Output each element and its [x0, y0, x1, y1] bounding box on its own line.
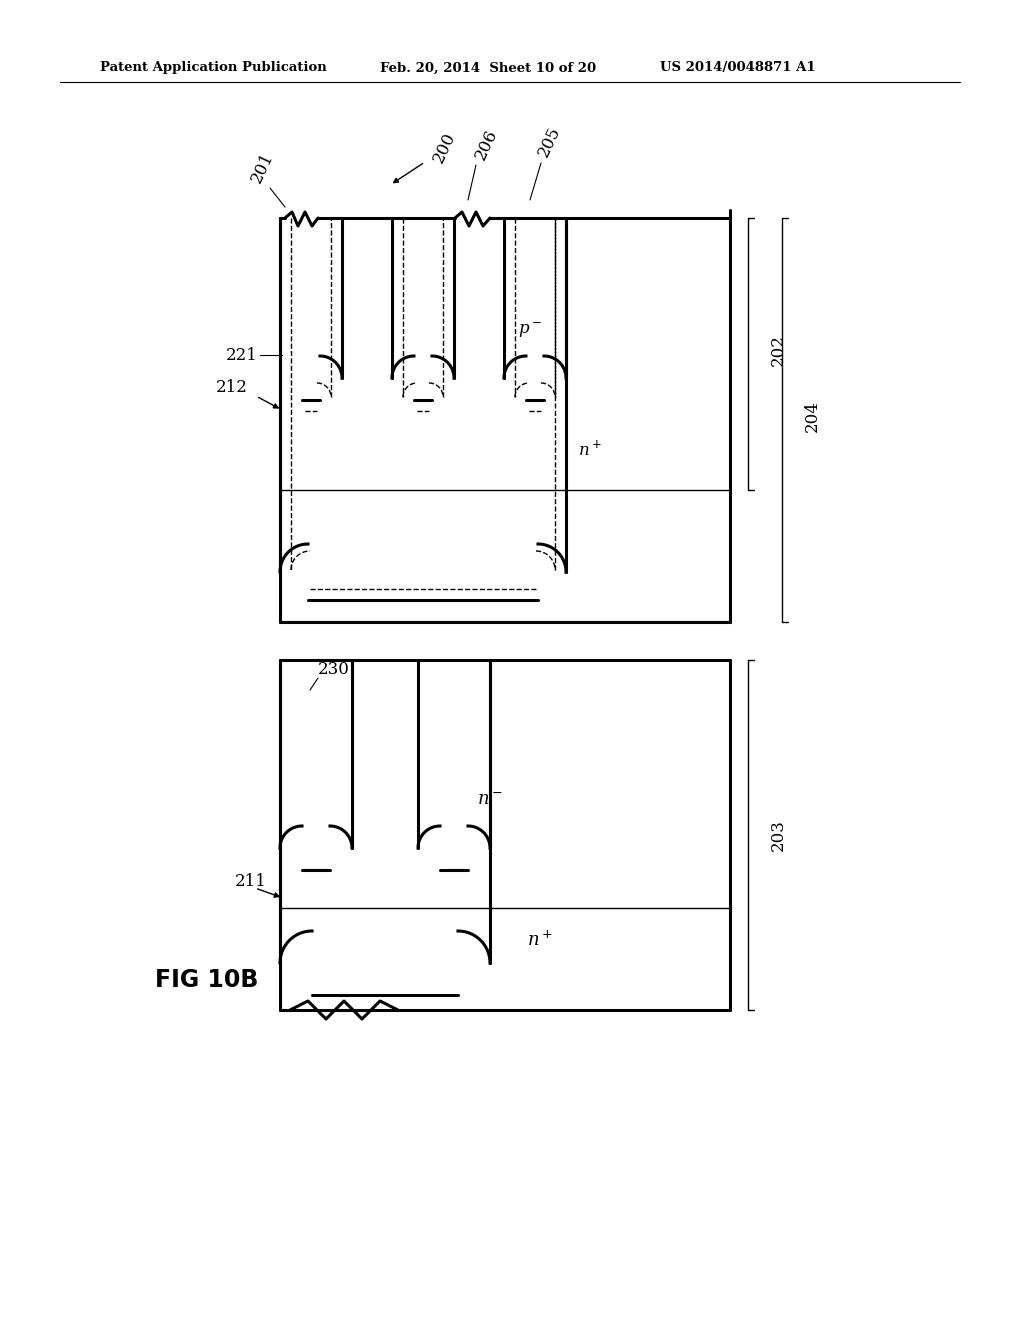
Text: 211: 211 — [234, 874, 267, 891]
Text: 221: 221 — [226, 346, 258, 363]
Text: n$^-$: n$^-$ — [477, 791, 503, 809]
Text: 206: 206 — [472, 127, 501, 162]
Text: 230: 230 — [318, 661, 350, 678]
Text: 212: 212 — [216, 380, 248, 396]
Text: 200: 200 — [430, 129, 459, 166]
Text: 203: 203 — [769, 820, 786, 851]
Text: 201: 201 — [248, 150, 276, 186]
Text: 202: 202 — [769, 334, 786, 366]
Text: 204: 204 — [804, 400, 820, 432]
Text: FIG 10B: FIG 10B — [155, 968, 258, 993]
Text: p$^-$: p$^-$ — [518, 319, 542, 341]
Text: 205: 205 — [535, 124, 564, 160]
Text: n$^+$: n$^+$ — [527, 931, 553, 949]
Text: US 2014/0048871 A1: US 2014/0048871 A1 — [660, 62, 816, 74]
Text: Patent Application Publication: Patent Application Publication — [100, 62, 327, 74]
Text: n$^+$: n$^+$ — [579, 441, 602, 459]
Text: Feb. 20, 2014  Sheet 10 of 20: Feb. 20, 2014 Sheet 10 of 20 — [380, 62, 596, 74]
